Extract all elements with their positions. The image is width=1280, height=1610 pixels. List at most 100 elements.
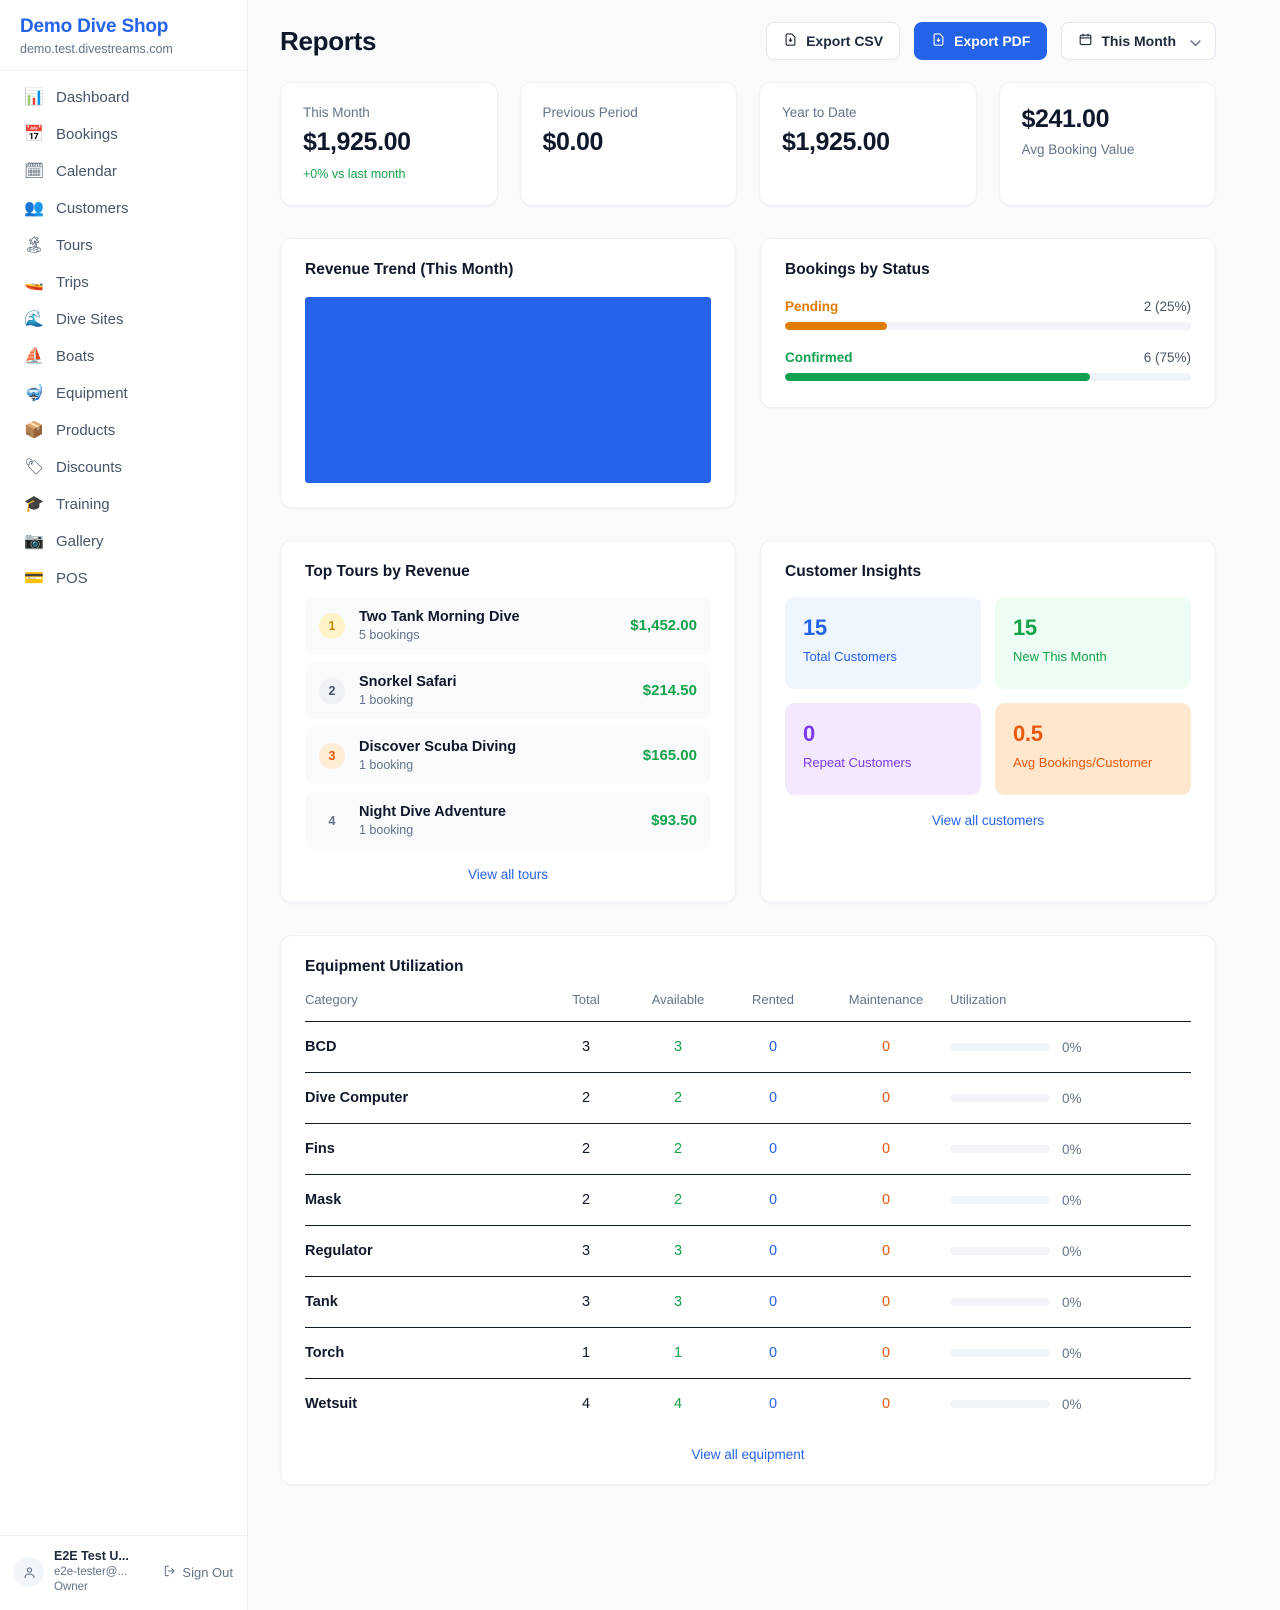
utilization-percent: 0% bbox=[1062, 1192, 1082, 1208]
sidebar-item-calendar[interactable]: 🗓 Calendar bbox=[0, 153, 247, 190]
customer-insights-title: Customer Insights bbox=[785, 563, 922, 580]
sidebar-item-products[interactable]: 📦 Products bbox=[0, 412, 247, 449]
main-content: Reports Export CSV bbox=[248, 0, 1280, 1610]
sidebar-item-boats[interactable]: ⛵ Boats bbox=[0, 338, 247, 375]
equipment-available: 2 bbox=[632, 1123, 724, 1175]
equipment-category: Torch bbox=[305, 1327, 540, 1379]
equipment-table-body: BCD 3 3 0 0 0% Dive Computer 2 2 0 0 0% Fins 2 2 0 0 0% Ma… bbox=[305, 1021, 1191, 1430]
top-tours-list: 1 Two Tank Morning Dive 5 bookings $1,452.0… bbox=[305, 597, 711, 849]
status-count: 6 (75%) bbox=[1143, 350, 1191, 365]
sidebar-item-dashboard[interactable]: 📊 Dashboard bbox=[0, 79, 247, 116]
products-icon: 📦 bbox=[24, 421, 44, 439]
kpi-label: Avg Booking Value bbox=[1021, 142, 1135, 157]
utilization-percent: 0% bbox=[1062, 1243, 1082, 1259]
table-row: Fins 2 2 0 0 0% bbox=[305, 1123, 1191, 1175]
equipment-available: 2 bbox=[632, 1072, 724, 1124]
equipment-utilization-cell: 0% bbox=[950, 1174, 1191, 1226]
sidebar-item-label: Calendar bbox=[56, 163, 117, 180]
tour-bookings-count: 5 bookings bbox=[359, 628, 420, 642]
sidebar-item-gallery[interactable]: 📷 Gallery bbox=[0, 523, 247, 560]
export-csv-button[interactable]: Export CSV bbox=[766, 22, 901, 60]
date-range-select[interactable]: This Month bbox=[1061, 22, 1216, 60]
tour-revenue: $1,452.00 bbox=[630, 617, 697, 634]
view-all-customers-link[interactable]: View all customers bbox=[931, 813, 1045, 828]
mid-row: Revenue Trend (This Month) Bookings by S… bbox=[280, 238, 1216, 508]
view-all-tours-link[interactable]: View all tours bbox=[467, 867, 549, 882]
sidebar-item-customers[interactable]: 👥 Customers bbox=[0, 190, 247, 227]
equipment-column-header: Category bbox=[305, 992, 540, 1022]
equipment-category: Regulator bbox=[305, 1225, 540, 1277]
equipment-category: Mask bbox=[305, 1174, 540, 1226]
insight-label: New This Month bbox=[1013, 649, 1107, 664]
equipment-utilization-cell: 0% bbox=[950, 1072, 1191, 1124]
brand-block[interactable]: Demo Dive Shop demo.test.divestreams.com bbox=[0, 0, 247, 71]
table-row: Tank 3 3 0 0 0% bbox=[305, 1276, 1191, 1328]
tour-rank-badge: 3 bbox=[319, 742, 345, 769]
user-role: Owner bbox=[54, 1581, 88, 1594]
top-tour-row[interactable]: 1 Two Tank Morning Dive 5 bookings $1,452.0… bbox=[305, 597, 711, 654]
insight-label: Avg Bookings/Customer bbox=[1013, 755, 1153, 770]
insight-value: 0.5 bbox=[1013, 721, 1043, 746]
equipment-maintenance: 0 bbox=[822, 1072, 950, 1124]
tours-icon: 🏝 bbox=[24, 236, 45, 254]
equipment-total: 2 bbox=[540, 1174, 632, 1226]
top-tour-row[interactable]: 4 Night Dive Adventure 1 booking $93.50 bbox=[305, 792, 711, 849]
user-meta: E2E Test U... e2e-tester@... Owner bbox=[54, 1548, 153, 1596]
sidebar-item-label: Bookings bbox=[56, 126, 118, 143]
view-all-equipment-link[interactable]: View all equipment bbox=[691, 1447, 805, 1462]
trips-icon: 🚤 bbox=[24, 273, 44, 291]
equipment-utilization-title: Equipment Utilization bbox=[305, 958, 464, 975]
utilization-percent: 0% bbox=[1062, 1345, 1082, 1361]
equipment-maintenance: 0 bbox=[822, 1123, 950, 1175]
kpi-label: Previous Period bbox=[542, 105, 638, 120]
low-row: Top Tours by Revenue 1 Two Tank Morning D… bbox=[280, 540, 1216, 903]
equipment-total: 4 bbox=[581, 1396, 591, 1412]
sidebar-item-pos[interactable]: 💳 POS bbox=[0, 560, 247, 597]
equipment-available: 4 bbox=[673, 1396, 683, 1412]
sidebar-item-discounts[interactable]: 🏷 Discounts bbox=[0, 449, 247, 486]
sign-out-button[interactable]: Sign Out bbox=[163, 1564, 233, 1581]
equipment-column-header: Utilization bbox=[950, 992, 1191, 1022]
brand-title: Demo Dive Shop bbox=[20, 16, 169, 37]
chevron-down-icon bbox=[1188, 36, 1201, 47]
table-row: Wetsuit 4 4 0 0 0% bbox=[305, 1379, 1191, 1430]
equipment-icon: 🤿 bbox=[24, 384, 44, 402]
avatar bbox=[14, 1557, 44, 1588]
document-download-icon bbox=[931, 32, 946, 50]
tour-rank-badge: 4 bbox=[328, 813, 336, 828]
sidebar-item-bookings[interactable]: 📅 Bookings bbox=[0, 116, 247, 153]
equipment-available: 1 bbox=[632, 1327, 724, 1379]
sidebar-item-equipment[interactable]: 🤿 Equipment bbox=[0, 375, 247, 412]
tour-bookings-count: 1 booking bbox=[359, 693, 414, 707]
sidebar-item-label: Training bbox=[56, 496, 110, 513]
table-row: Regulator 3 3 0 0 0% bbox=[305, 1225, 1191, 1277]
status-rows: Pending 2 (25%) Confirmed 6 (75%) bbox=[785, 299, 1191, 381]
equipment-utilization-cell: 0% bbox=[950, 1021, 1191, 1073]
export-pdf-button[interactable]: Export PDF bbox=[914, 22, 1048, 60]
discounts-icon: 🏷 bbox=[24, 458, 45, 476]
top-tours-card: Top Tours by Revenue 1 Two Tank Morning D… bbox=[280, 540, 736, 903]
equipment-table-header: Category Total Available Rented Maintenance U… bbox=[305, 992, 1191, 1022]
equipment-maintenance: 0 bbox=[822, 1327, 950, 1379]
kpi-card: This Month $1,925.00 +0% vs last month bbox=[280, 82, 498, 206]
status-name: Confirmed bbox=[785, 350, 853, 365]
tour-revenue: $214.50 bbox=[642, 682, 697, 699]
utilization-percent: 0% bbox=[1062, 1141, 1082, 1157]
sidebar-item-dive-sites[interactable]: 🌊 Dive Sites bbox=[0, 301, 247, 338]
top-tour-row[interactable]: 3 Discover Scuba Diving 1 booking $165.00 bbox=[305, 727, 711, 784]
utilization-progress-track bbox=[950, 1145, 1050, 1153]
equipment-total: 2 bbox=[540, 1123, 632, 1175]
equipment-available: 3 bbox=[632, 1276, 724, 1328]
equipment-total: 3 bbox=[540, 1276, 632, 1328]
top-tour-row[interactable]: 2 Snorkel Safari 1 booking $214.50 bbox=[305, 662, 711, 719]
sidebar-item-trips[interactable]: 🚤 Trips bbox=[0, 264, 247, 301]
equipment-maintenance: 0 bbox=[822, 1174, 950, 1226]
sidebar: Demo Dive Shop demo.test.divestreams.com… bbox=[0, 0, 248, 1610]
kpi-row: This Month $1,925.00 +0% vs last month Prev… bbox=[280, 82, 1216, 206]
insight-label: Repeat Customers bbox=[803, 755, 912, 770]
sign-out-icon bbox=[163, 1564, 177, 1581]
equipment-total: 2 bbox=[540, 1072, 632, 1124]
sidebar-item-training[interactable]: 🎓 Training bbox=[0, 486, 247, 523]
sidebar-item-tours[interactable]: 🏝 Tours bbox=[0, 227, 247, 264]
